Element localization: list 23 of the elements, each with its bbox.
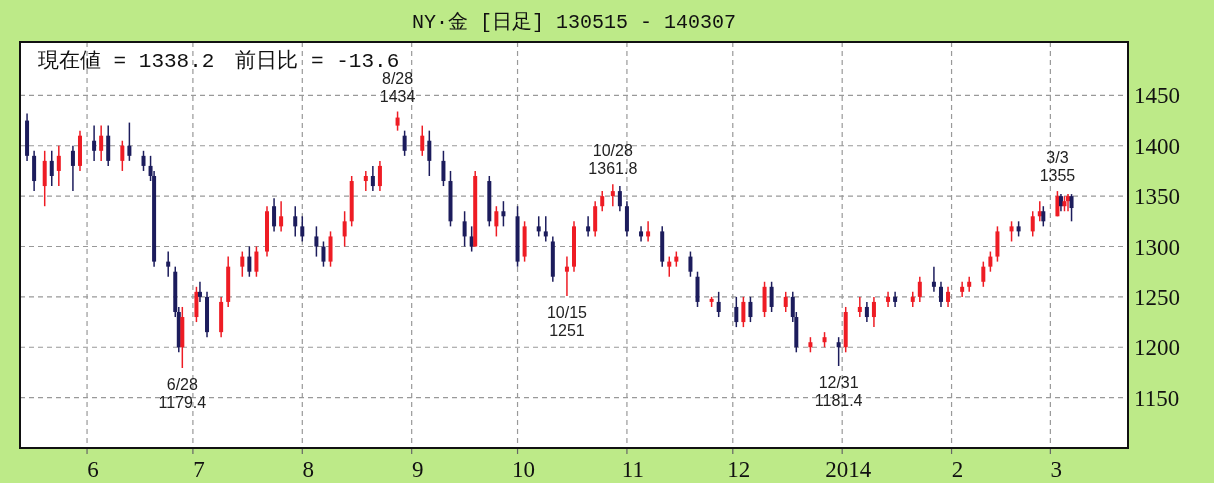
y-tick-label: 1250 (1134, 284, 1180, 310)
chart-title: NY·金 [日足] 130515 - 140307 (411, 11, 737, 34)
x-tick-label: 9 (411, 457, 424, 482)
x-tick-label: 3 (1050, 457, 1063, 482)
annotation: 6/28 1179.4 (158, 376, 207, 412)
x-tick-label: 10 (512, 457, 536, 482)
annotation: 12/31 1181.4 (814, 373, 863, 409)
x-tick-label: 6 (87, 457, 99, 482)
y-tick-label: 1450 (1134, 83, 1180, 109)
y-tick-label: 1150 (1134, 385, 1180, 411)
annotation: 10/28 1361.8 (588, 142, 638, 178)
x-tick-label: 2014 (825, 457, 872, 482)
x-tick-label: 8 (302, 457, 315, 482)
x-tick-label: 11 (621, 457, 645, 482)
x-tick-label: 7 (193, 457, 205, 482)
annotation: 3/3 1355 (1039, 149, 1076, 185)
x-tick-label: 12 (727, 457, 751, 482)
y-tick-label: 1400 (1134, 133, 1180, 159)
annotation: 10/15 1251 (546, 303, 588, 339)
y-tick-label: 1200 (1134, 335, 1180, 361)
y-tick-label: 1300 (1134, 234, 1180, 260)
x-tick-label: 2 (951, 457, 964, 482)
y-tick-label: 1350 (1134, 184, 1180, 210)
